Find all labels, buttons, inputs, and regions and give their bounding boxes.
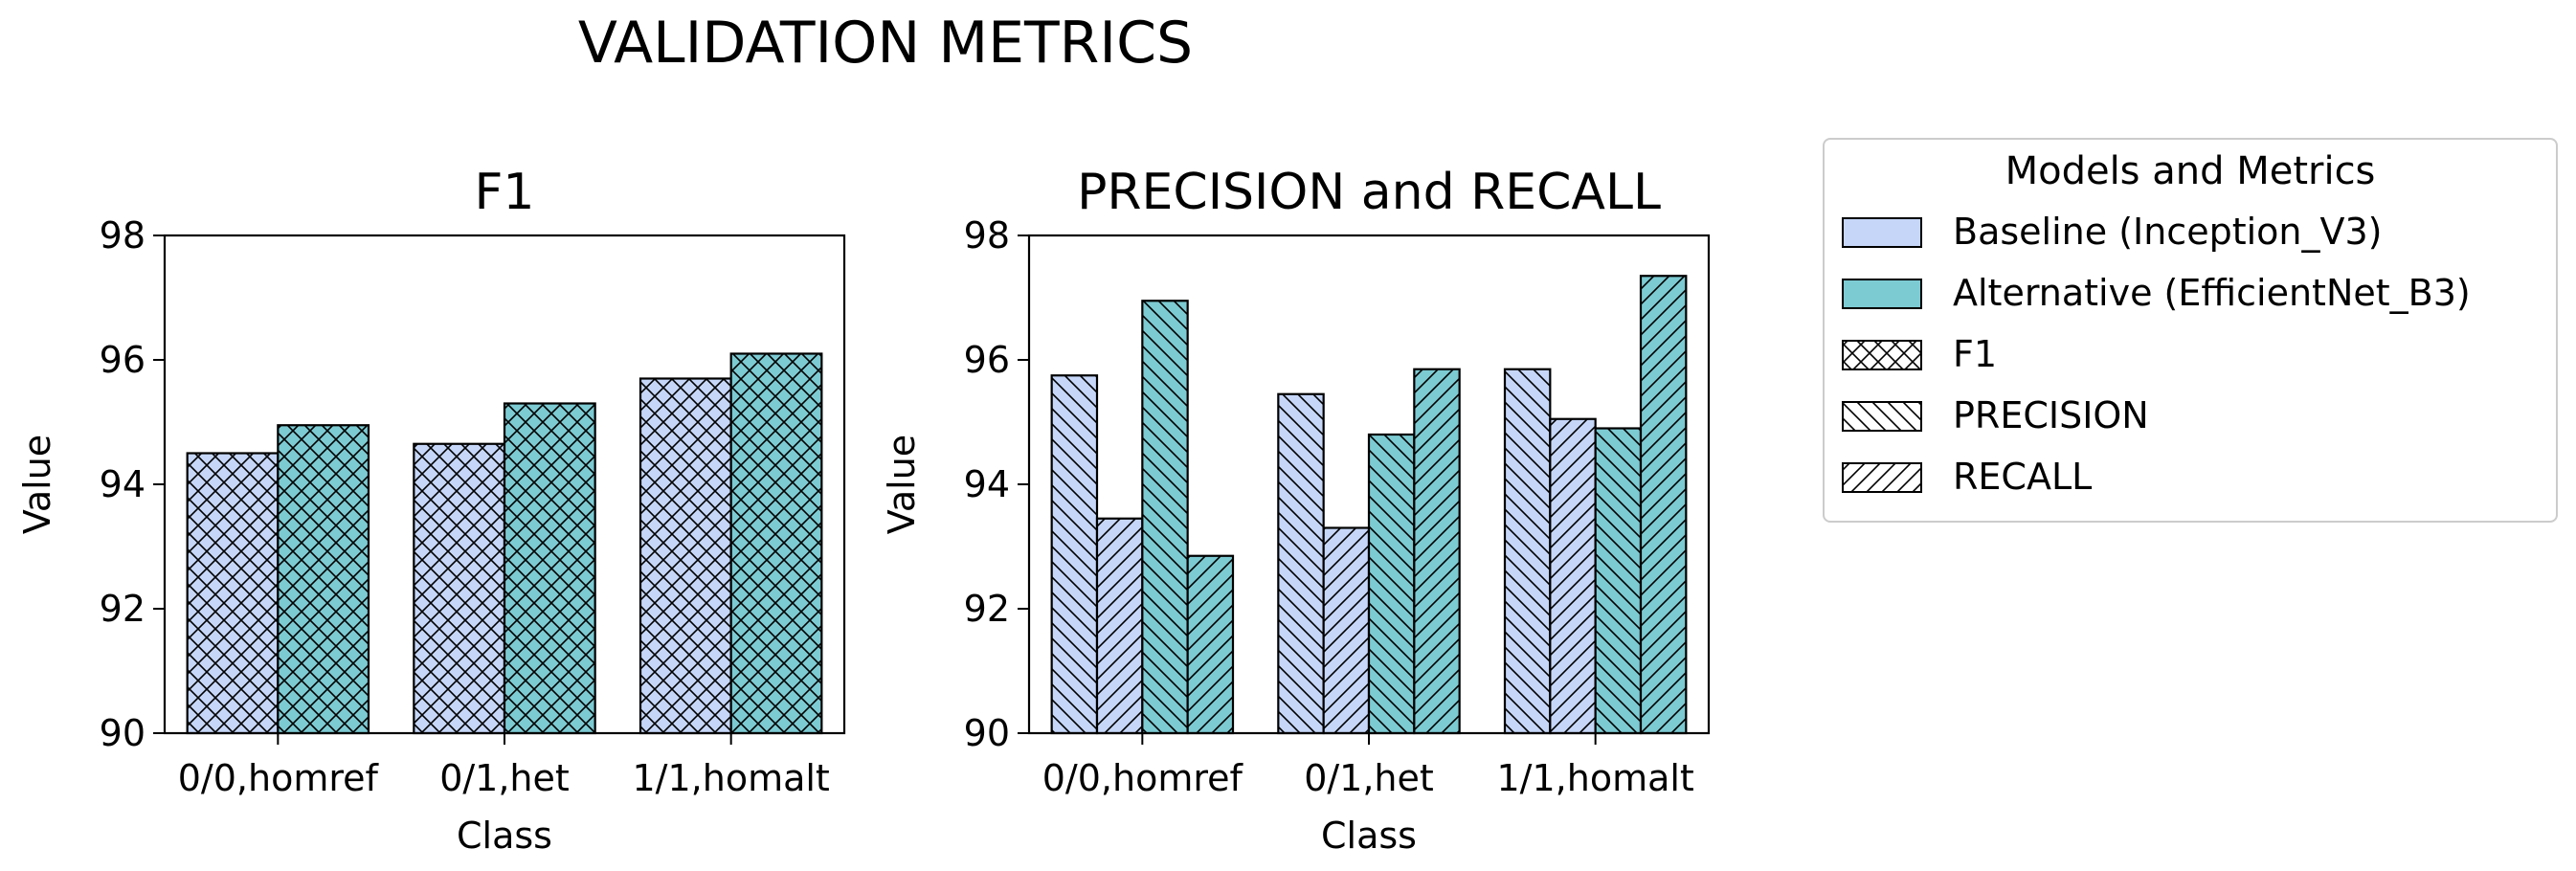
bar-baseline-inception-v3-precision-1-1-homalt <box>1503 368 1552 735</box>
legend-swatch <box>1842 340 1922 370</box>
bar-hatch <box>277 424 370 735</box>
bar-hatch <box>1095 517 1144 735</box>
x-axis-label: Class <box>1321 815 1417 857</box>
chart-title: F1 <box>475 164 535 221</box>
bar-hatch <box>1639 275 1688 735</box>
legend-label: PRECISION <box>1953 394 2149 436</box>
legend-label: F1 <box>1953 333 1997 375</box>
f1-chart: F1 90 92 94 96 98 0/0,homref 0/1,het 1/1,homalt C… <box>16 164 846 857</box>
bar-baseline-inception-v3-recall-0-0-homref <box>1095 517 1144 735</box>
bar-hatch <box>1050 374 1099 735</box>
bar-baseline-inception-v3-f1-1-1-homalt <box>638 377 732 735</box>
legend-swatch <box>1842 217 1922 248</box>
bar-hatch <box>503 402 596 735</box>
bar-alternative-efficientnet-b3-precision-0-1-het <box>1367 433 1416 735</box>
bar-baseline-inception-v3-f1-0-1-het <box>413 442 506 735</box>
bar-alternative-efficientnet-b3-f1-0-1-het <box>503 402 596 735</box>
legend-swatch <box>1842 462 1922 493</box>
bar-hatch <box>729 352 823 735</box>
bar-alternative-efficientnet-b3-recall-1-1-homalt <box>1639 275 1688 735</box>
bar-hatch <box>1277 392 1325 735</box>
legend: Models and Metrics Baseline (Inception_V… <box>1823 138 2558 523</box>
x-tick-label: 0/1,het <box>439 757 570 799</box>
bar-hatch <box>1549 417 1597 735</box>
y-axis-label: Value <box>881 435 923 534</box>
y-tick-label: 94 <box>964 463 1010 505</box>
y-tick-label: 98 <box>964 214 1010 257</box>
legend-item-precision: PRECISION <box>1842 394 2149 436</box>
chart-title: PRECISION and RECALL <box>1077 164 1661 221</box>
bar-hatch <box>1186 554 1235 735</box>
legend-title: Models and Metrics <box>2005 149 2376 193</box>
bar-hatch <box>1594 427 1643 735</box>
y-tick-label: 92 <box>100 588 146 630</box>
bar-baseline-inception-v3-precision-0-1-het <box>1277 392 1325 735</box>
legend-item-baseline-inception-v3: Baseline (Inception_V3) <box>1842 211 2383 253</box>
y-tick-label: 92 <box>964 588 1010 630</box>
y-tick-label: 96 <box>964 339 1010 381</box>
legend-swatch <box>1842 401 1922 432</box>
x-tick-label: 1/1,homalt <box>633 757 830 799</box>
y-tick-label: 94 <box>100 463 146 505</box>
bar-hatch <box>1413 368 1461 735</box>
bar-alternative-efficientnet-b3-f1-0-0-homref <box>277 424 370 735</box>
y-axis-label: Value <box>16 435 58 534</box>
bar-hatch <box>1367 433 1416 735</box>
bar-alternative-efficientnet-b3-recall-0-1-het <box>1413 368 1461 735</box>
legend-item-alternative-efficientnet-b3: Alternative (EfficientNet_B3) <box>1842 272 2471 314</box>
legend-frame <box>1823 138 2558 523</box>
bar-hatch <box>1141 300 1189 735</box>
legend-item-f1: F1 <box>1842 333 1997 375</box>
bar-baseline-inception-v3-recall-0-1-het <box>1322 526 1371 735</box>
legend-item-recall: RECALL <box>1842 456 2092 498</box>
legend-label: Baseline (Inception_V3) <box>1953 211 2383 253</box>
bar-hatch <box>638 377 732 735</box>
figure-title: VALIDATION METRICS <box>578 10 1193 77</box>
legend-label: RECALL <box>1953 456 2092 498</box>
y-tick-label: 96 <box>100 339 146 381</box>
bar-hatch <box>413 442 506 735</box>
y-tick-label: 90 <box>100 712 146 754</box>
bar-alternative-efficientnet-b3-precision-0-0-homref <box>1141 300 1189 735</box>
x-tick-label: 0/1,het <box>1304 757 1434 799</box>
bar-hatch <box>186 452 280 735</box>
bar-hatch <box>1322 526 1371 735</box>
precision-recall-chart: PRECISION and RECALL 90 92 94 96 98 0/0,homref… <box>881 164 1711 857</box>
bar-alternative-efficientnet-b3-f1-1-1-homalt <box>729 352 823 735</box>
bar-hatch <box>1503 368 1552 735</box>
x-tick-label: 0/0,homref <box>1042 757 1244 799</box>
x-tick-label: 1/1,homalt <box>1497 757 1694 799</box>
y-tick-label: 98 <box>100 214 146 257</box>
bar-alternative-efficientnet-b3-recall-0-0-homref <box>1186 554 1235 735</box>
bar-baseline-inception-v3-f1-0-0-homref <box>186 452 280 735</box>
x-tick-label: 0/0,homref <box>178 757 380 799</box>
bar-alternative-efficientnet-b3-precision-1-1-homalt <box>1594 427 1643 735</box>
legend-swatch <box>1842 279 1922 309</box>
bar-baseline-inception-v3-recall-1-1-homalt <box>1549 417 1597 735</box>
x-axis-label: Class <box>457 815 552 857</box>
legend-label: Alternative (EfficientNet_B3) <box>1953 272 2471 314</box>
bar-baseline-inception-v3-precision-0-0-homref <box>1050 374 1099 735</box>
y-tick-label: 90 <box>964 712 1010 754</box>
